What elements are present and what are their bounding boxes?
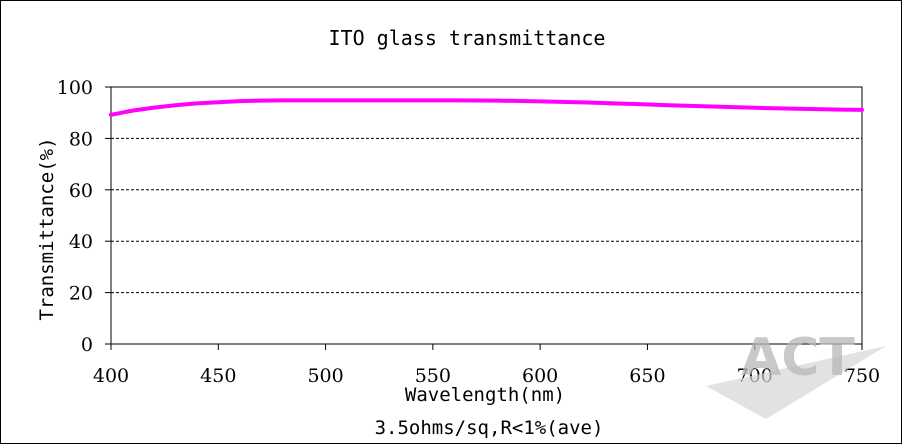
y-tick-label: 0	[81, 334, 93, 356]
y-tick-label: 100	[57, 77, 93, 99]
x-tick-label: 600	[522, 365, 558, 387]
chart-title: ITO glass transmittance	[329, 26, 606, 50]
tick-layer: 020406080100400450500550600650700750	[57, 77, 880, 387]
chart-caption: 3.5ohms/sq,R<1%(ave)	[375, 417, 604, 439]
watermark-text: ACT	[741, 328, 855, 388]
y-tick-label: 60	[69, 180, 93, 202]
x-tick-label: 650	[629, 365, 665, 387]
transmittance-series-line	[109, 98, 864, 117]
y-axis-title: Transmittance(%)	[36, 137, 58, 320]
plot-area-frame	[110, 86, 863, 345]
x-tick-label: 750	[844, 365, 880, 387]
y-tick-label: 20	[69, 283, 93, 305]
y-tick-label: 80	[69, 128, 93, 150]
watermark-arrow-shape	[706, 346, 886, 419]
x-tick-label: 400	[93, 365, 129, 387]
y-tick-label: 40	[69, 231, 93, 253]
grid-layer	[111, 137, 862, 294]
x-axis-title: Wavelength(nm)	[405, 384, 565, 406]
act-watermark-logo: ACT	[706, 328, 886, 419]
x-tick-label: 500	[307, 365, 343, 387]
x-tick-label: 550	[415, 365, 451, 387]
x-tick-label: 450	[200, 365, 236, 387]
series-layer	[109, 98, 864, 117]
